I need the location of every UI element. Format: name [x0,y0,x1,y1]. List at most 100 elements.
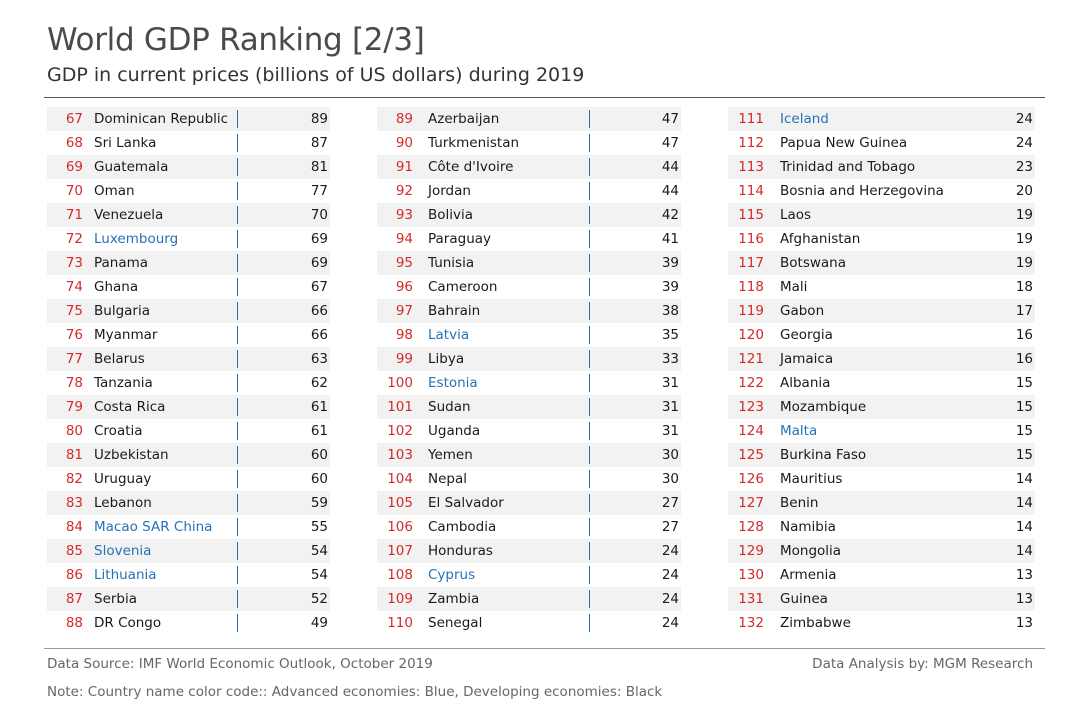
column-separator [237,398,238,416]
country-cell: DR Congo [94,615,162,631]
rank-cell: 70 [65,183,83,199]
gdp-value-cell: 60 [310,447,328,463]
table-row: 119 Gabon 17 [728,299,1035,323]
gdp-value-cell: 24 [661,591,679,607]
gdp-value-cell: 77 [310,183,328,199]
rank-cell: 100 [387,375,413,391]
country-cell: Albania [780,375,831,391]
rank-cell: 69 [65,159,83,175]
rank-cell: 118 [738,279,764,295]
rank-cell: 97 [395,303,413,319]
country-cell: Azerbaijan [428,111,500,127]
column-separator [589,470,590,488]
rank-cell: 117 [738,255,764,271]
column-separator [237,542,238,560]
column-separator [237,590,238,608]
country-cell: Guinea [780,591,828,607]
table-row: 100 Estonia 31 [377,371,681,395]
column-separator [237,350,238,368]
data-analysis-credit: Data Analysis by: MGM Research [812,656,1033,672]
rank-cell: 115 [738,207,764,223]
rank-cell: 74 [65,279,83,295]
table-row: 102 Uganda 31 [377,419,681,443]
gdp-value-cell: 69 [310,255,328,271]
table-row: 74 Ghana 67 [47,275,330,299]
rank-cell: 75 [65,303,83,319]
table-row: 113 Trinidad and Tobago 23 [728,155,1035,179]
table-row: 122 Albania 15 [728,371,1035,395]
country-cell: Bahrain [428,303,481,319]
table-row: 77 Belarus 63 [47,347,330,371]
table-row: 124 Malta 15 [728,419,1035,443]
country-cell: Cyprus [428,567,476,583]
table-row: 97 Bahrain 38 [377,299,681,323]
page-subtitle: GDP in current prices (billions of US do… [47,64,585,86]
rank-cell: 109 [387,591,413,607]
table-row: 104 Nepal 30 [377,467,681,491]
gdp-value-cell: 19 [1015,231,1033,247]
rank-cell: 113 [738,159,764,175]
gdp-value-cell: 89 [310,111,328,127]
country-cell: Nepal [428,471,467,487]
rank-cell: 71 [65,207,83,223]
gdp-value-cell: 31 [661,375,679,391]
rank-cell: 101 [387,399,413,415]
gdp-value-cell: 24 [661,567,679,583]
column-separator [237,494,238,512]
rank-cell: 92 [395,183,413,199]
column-separator [589,566,590,584]
country-cell: Luxembourg [94,231,179,247]
table-row: 118 Mali 18 [728,275,1035,299]
table-row: 114 Bosnia and Herzegovina 20 [728,179,1035,203]
column-separator [589,446,590,464]
table-row: 70 Oman 77 [47,179,330,203]
country-cell: Jordan [428,183,471,199]
gdp-value-cell: 47 [661,135,679,151]
table-row: 128 Namibia 14 [728,515,1035,539]
country-cell: Georgia [780,327,833,343]
gdp-value-cell: 59 [310,495,328,511]
gdp-value-cell: 13 [1015,567,1033,583]
gdp-value-cell: 87 [310,135,328,151]
country-cell: Lithuania [94,567,157,583]
gdp-value-cell: 24 [661,543,679,559]
column-separator [237,470,238,488]
gdp-value-cell: 19 [1015,207,1033,223]
rank-cell: 106 [387,519,413,535]
table-row: 94 Paraguay 41 [377,227,681,251]
gdp-value-cell: 16 [1015,351,1033,367]
gdp-value-cell: 47 [661,111,679,127]
table-row: 92 Jordan 44 [377,179,681,203]
gdp-value-cell: 69 [310,231,328,247]
gdp-value-cell: 39 [661,255,679,271]
country-cell: Cameroon [428,279,498,295]
column-separator [237,326,238,344]
country-cell: Bulgaria [94,303,150,319]
rank-cell: 110 [387,615,413,631]
table-row: 129 Mongolia 14 [728,539,1035,563]
rank-cell: 96 [395,279,413,295]
column-separator [589,134,590,152]
country-cell: Latvia [428,327,470,343]
table-row: 86 Lithuania 54 [47,563,330,587]
column-separator [237,302,238,320]
country-cell: Yemen [428,447,473,463]
rank-cell: 131 [738,591,764,607]
rank-cell: 129 [738,543,764,559]
country-cell: Sudan [428,399,471,415]
table-row: 68 Sri Lanka 87 [47,131,330,155]
country-cell: Iceland [780,111,829,127]
rank-cell: 108 [387,567,413,583]
rank-cell: 132 [738,615,764,631]
rank-cell: 119 [738,303,764,319]
gdp-value-cell: 24 [661,615,679,631]
gdp-value-cell: 31 [661,399,679,415]
country-cell: Uruguay [94,471,152,487]
gdp-value-cell: 63 [310,351,328,367]
gdp-value-cell: 42 [661,207,679,223]
column-separator [589,590,590,608]
table-row: 109 Zambia 24 [377,587,681,611]
gdp-value-cell: 14 [1015,543,1033,559]
country-cell: Slovenia [94,543,152,559]
rank-cell: 88 [65,615,83,631]
